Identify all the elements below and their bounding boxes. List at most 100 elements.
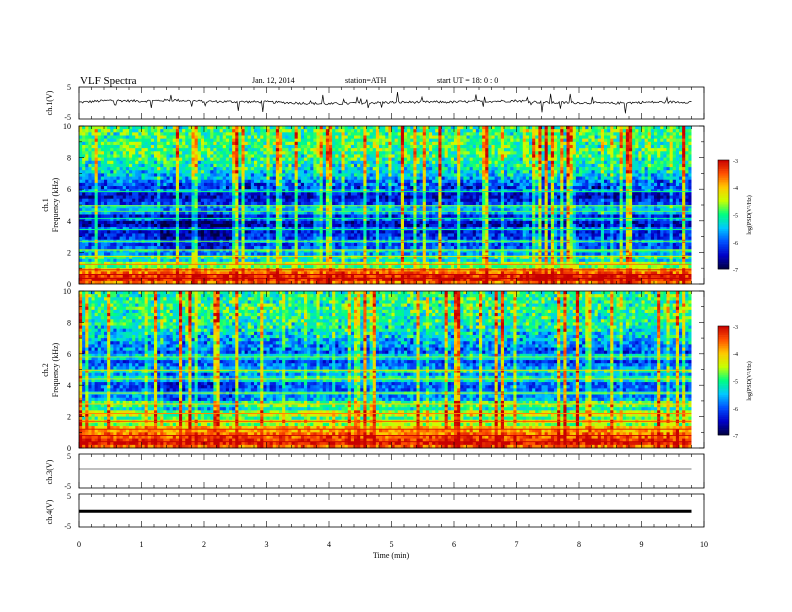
spectrogram-cell (179, 141, 183, 146)
spectrogram-cell (88, 205, 92, 209)
spectrogram-cell (97, 170, 102, 174)
spectrogram-cell (279, 217, 283, 222)
spectrogram-cell (307, 154, 311, 158)
spectrogram-cell (116, 201, 120, 206)
spectrogram-cell (175, 170, 180, 174)
spectrogram-cell (241, 258, 245, 263)
spectrogram-cell (172, 192, 177, 196)
spectrogram-cell (194, 129, 199, 133)
spectrogram-cell (297, 217, 302, 222)
spectrogram-cell (260, 236, 264, 241)
spectrogram-cell (85, 179, 89, 184)
spectrogram-cell (344, 195, 349, 200)
spectrogram-cell (232, 126, 236, 130)
spectrogram-cell (204, 265, 208, 269)
spectrogram-cell (279, 214, 283, 218)
spectrogram-cell (232, 182, 236, 187)
spectrogram-cell (141, 148, 145, 152)
spectrogram-cell (225, 189, 230, 193)
spectrogram-cell (369, 138, 374, 143)
spectrogram-cell (375, 242, 380, 247)
spectrogram-cell (257, 173, 261, 177)
spectrogram-cell (275, 170, 280, 174)
spectrogram-cell (225, 182, 230, 187)
spectrogram-cell (369, 242, 374, 247)
spectrogram-cell (207, 205, 211, 209)
spectrogram-cell (191, 265, 195, 269)
spectrogram-cell (204, 160, 208, 165)
spectrogram-cell (388, 233, 392, 237)
spectrogram-cell (385, 163, 389, 168)
spectrogram-cell (175, 227, 180, 231)
spectrogram-cell (266, 223, 270, 228)
spectrogram-cell (344, 274, 349, 279)
spectrogram-cell (241, 135, 245, 139)
spectrogram-cell (363, 271, 367, 275)
spectrogram-cell (194, 163, 199, 168)
spectrogram-cell (197, 176, 202, 181)
spectrogram-cell (350, 233, 355, 237)
spectrogram-cell (341, 198, 345, 203)
spectrogram-cell (113, 274, 117, 279)
spectrogram-cell (263, 173, 267, 177)
spectrogram-cell (282, 258, 286, 263)
spectrogram-cell (304, 217, 308, 222)
spectrogram-cell (263, 233, 267, 237)
spectrogram-cell (147, 132, 152, 136)
spectrogram-cell (385, 214, 389, 218)
spectrogram-cell (250, 255, 255, 260)
spectrogram-cell (329, 271, 333, 275)
spectrogram-cell (304, 189, 308, 193)
spectrogram-cell (275, 186, 280, 190)
spectrogram-cell (279, 246, 283, 250)
spectrogram-cell (232, 233, 236, 237)
spectrogram-cell (354, 173, 358, 177)
spectrogram-cell (132, 252, 136, 256)
spectrogram-cell (232, 277, 236, 282)
spectrogram-cell (104, 163, 108, 168)
spectrogram-cell (200, 230, 205, 234)
spectrogram-cell (304, 151, 308, 155)
spectrogram-cell (329, 223, 333, 228)
spectrogram-cell (213, 189, 217, 193)
spectrogram-cell (125, 126, 130, 130)
spectrogram-cell (344, 170, 349, 174)
spectrogram-cell (122, 258, 127, 263)
spectrogram-cell (357, 179, 361, 184)
spectrogram-cell (279, 160, 283, 165)
spectrogram-cell (375, 217, 380, 222)
spectrogram-cell (85, 170, 89, 174)
spectrogram-cell (194, 217, 199, 222)
spectrogram-cell (282, 261, 286, 266)
spectrogram-cell (354, 242, 358, 247)
spectrogram-cell (210, 170, 214, 174)
spectrogram-cell (175, 163, 180, 168)
spectrogram-cell (257, 135, 261, 139)
spectrogram-cell (297, 198, 302, 203)
spectrogram-cell (254, 230, 258, 234)
spectrogram-cell (210, 271, 214, 275)
spectrogram-cell (104, 167, 108, 171)
spectrogram-cell (116, 223, 120, 228)
spectrogram-cell (313, 170, 317, 174)
spectrogram-cell (210, 223, 214, 228)
spectrogram-cell (329, 173, 333, 177)
spectrogram-cell (382, 138, 386, 143)
spectrogram-cell (275, 246, 280, 250)
spectrogram-cell (219, 198, 224, 203)
spectrogram-cell (116, 195, 120, 200)
spectrogram-cell (185, 138, 189, 143)
spectrogram-cell (204, 154, 208, 158)
spectrogram-cell (319, 189, 324, 193)
spectrogram-cell (282, 192, 286, 196)
spectrogram-cell (107, 160, 111, 165)
spectrogram-cell (294, 160, 299, 165)
spectrogram-cell (188, 167, 192, 171)
spectrogram-cell (385, 157, 389, 162)
spectrogram-cell (269, 280, 274, 285)
spectrogram-cell (119, 255, 124, 260)
spectrogram-cell (263, 126, 267, 130)
spectrogram-cell (129, 198, 133, 203)
spectrogram-cell (229, 186, 233, 190)
spectrogram-cell (332, 277, 336, 282)
